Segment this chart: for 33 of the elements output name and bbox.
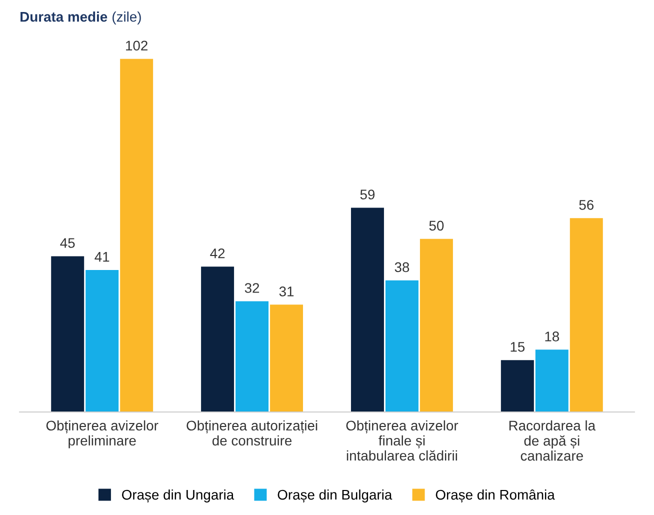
data-label: 15 bbox=[510, 342, 525, 352]
legend-label: Orașe din Ungaria bbox=[122, 489, 234, 502]
bar bbox=[236, 301, 269, 412]
legend-label: Orașe din Bulgaria bbox=[278, 489, 392, 502]
data-label: 18 bbox=[545, 332, 560, 342]
bar bbox=[500, 360, 534, 412]
bar bbox=[385, 280, 418, 412]
data-label: 50 bbox=[429, 220, 444, 231]
chart-title: Durata medie bbox=[20, 12, 108, 22]
x-tick-label: Racordarea la de apă și canalizare bbox=[509, 420, 596, 461]
data-label: 38 bbox=[394, 262, 410, 272]
data-label: 45 bbox=[60, 238, 75, 248]
chart-subtitle: (zile) bbox=[112, 12, 141, 24]
bar bbox=[570, 218, 603, 412]
data-label: 42 bbox=[210, 248, 225, 258]
data-label: 31 bbox=[279, 286, 294, 296]
bar bbox=[270, 304, 304, 412]
bar bbox=[350, 208, 384, 412]
bar bbox=[86, 270, 119, 412]
bar bbox=[201, 266, 234, 412]
x-tick-label: Obținerea autorizației de construire bbox=[186, 420, 318, 446]
x-tick-label: Obținerea avizelor finale și intabularea clădirii bbox=[346, 420, 458, 461]
bar bbox=[120, 58, 154, 412]
bar bbox=[420, 238, 453, 412]
bar bbox=[535, 350, 568, 412]
x-tick-label: Obținerea avizelor preliminare bbox=[46, 420, 158, 448]
legend-label: Orașe din România bbox=[436, 489, 555, 502]
bar bbox=[51, 256, 84, 412]
data-label: 32 bbox=[244, 283, 260, 293]
data-label: 59 bbox=[360, 190, 375, 200]
data-label: 41 bbox=[94, 252, 110, 262]
data-label: 102 bbox=[126, 40, 148, 51]
data-label: 56 bbox=[579, 200, 594, 210]
